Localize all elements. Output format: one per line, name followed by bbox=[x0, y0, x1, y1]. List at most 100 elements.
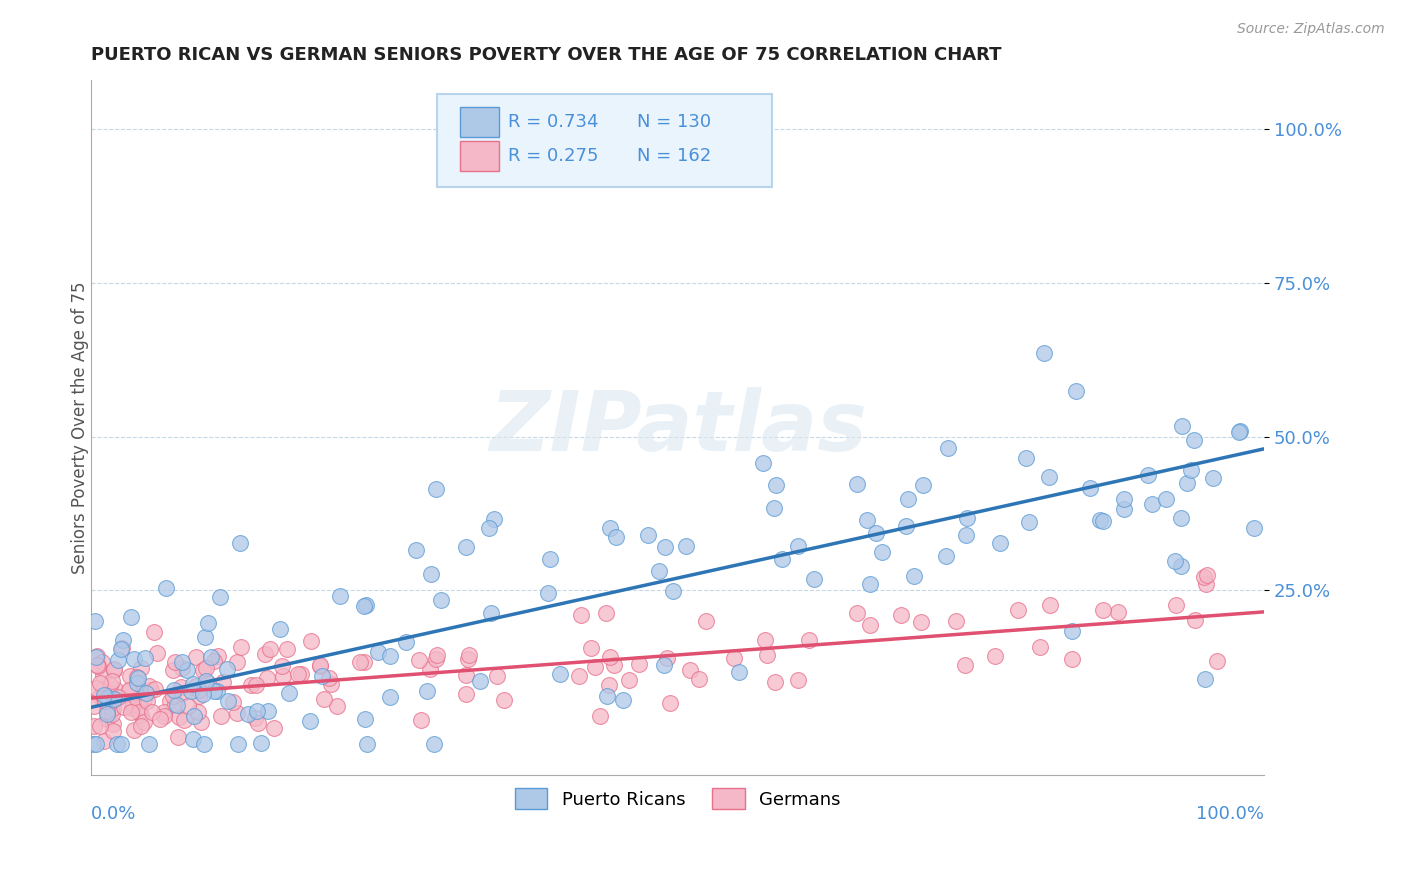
Point bbox=[765, 675, 787, 690]
Point bbox=[1015, 451, 1038, 466]
Point bbox=[138, 679, 160, 693]
Point bbox=[170, 661, 193, 675]
Point bbox=[104, 681, 127, 696]
Point bbox=[132, 715, 155, 730]
Point bbox=[149, 712, 172, 726]
Point bbox=[172, 686, 194, 700]
Point bbox=[138, 737, 160, 751]
Point bbox=[858, 618, 880, 632]
Point bbox=[1112, 501, 1135, 516]
Point bbox=[91, 668, 114, 682]
Point bbox=[1039, 598, 1062, 612]
Point bbox=[155, 581, 177, 595]
Point bbox=[246, 715, 269, 730]
Point bbox=[356, 598, 378, 612]
Point bbox=[378, 690, 401, 704]
Point bbox=[93, 690, 115, 705]
Point bbox=[425, 652, 447, 666]
Point bbox=[1163, 553, 1185, 567]
Point bbox=[135, 686, 157, 700]
Point bbox=[409, 713, 432, 727]
Point bbox=[96, 704, 118, 718]
Point bbox=[243, 710, 266, 724]
Point bbox=[353, 599, 375, 613]
Point bbox=[945, 614, 967, 628]
Point bbox=[143, 681, 166, 696]
Point bbox=[290, 667, 312, 681]
Point bbox=[1170, 558, 1192, 573]
Point bbox=[318, 671, 340, 685]
Point bbox=[225, 655, 247, 669]
Point bbox=[98, 678, 121, 692]
Point bbox=[125, 675, 148, 690]
Point bbox=[101, 693, 124, 707]
Point bbox=[1170, 511, 1192, 525]
Point bbox=[120, 669, 142, 683]
Point bbox=[454, 668, 477, 682]
Point bbox=[276, 641, 298, 656]
Point bbox=[207, 649, 229, 664]
Point bbox=[287, 667, 309, 681]
Point bbox=[83, 699, 105, 714]
Point bbox=[93, 688, 115, 702]
Point bbox=[269, 622, 291, 636]
Point bbox=[197, 676, 219, 690]
Point bbox=[187, 705, 209, 719]
Point bbox=[180, 684, 202, 698]
Point bbox=[89, 719, 111, 733]
Point bbox=[1195, 568, 1218, 582]
Point bbox=[1142, 497, 1164, 511]
Point bbox=[797, 632, 820, 647]
Point bbox=[173, 714, 195, 728]
Text: R = 0.275: R = 0.275 bbox=[508, 147, 598, 165]
Point bbox=[1029, 640, 1052, 654]
Point bbox=[367, 645, 389, 659]
Point bbox=[217, 662, 239, 676]
Point bbox=[96, 706, 118, 721]
Point bbox=[583, 659, 606, 673]
Point bbox=[1202, 471, 1225, 485]
Point bbox=[277, 686, 299, 700]
Point bbox=[143, 624, 166, 639]
Point bbox=[202, 684, 225, 698]
Point bbox=[200, 649, 222, 664]
Point bbox=[103, 692, 125, 706]
Point bbox=[90, 655, 112, 669]
Point bbox=[1194, 577, 1216, 591]
FancyBboxPatch shape bbox=[460, 141, 499, 171]
Point bbox=[1154, 492, 1177, 507]
Point bbox=[652, 657, 675, 672]
Point bbox=[299, 634, 322, 648]
Point bbox=[131, 685, 153, 699]
Point bbox=[84, 649, 107, 664]
Point bbox=[548, 667, 571, 681]
Point bbox=[176, 663, 198, 677]
Point bbox=[380, 649, 402, 664]
Text: ZIPatlas: ZIPatlas bbox=[489, 387, 866, 467]
Point bbox=[162, 663, 184, 677]
Point bbox=[128, 699, 150, 714]
Point bbox=[110, 642, 132, 657]
Point bbox=[183, 708, 205, 723]
Point bbox=[217, 694, 239, 708]
Point bbox=[1192, 570, 1215, 584]
Point bbox=[146, 646, 169, 660]
Point bbox=[648, 564, 671, 578]
Point bbox=[1171, 418, 1194, 433]
Point bbox=[107, 653, 129, 667]
Point bbox=[167, 710, 190, 724]
Point bbox=[568, 669, 591, 683]
Point bbox=[202, 654, 225, 668]
Point bbox=[654, 540, 676, 554]
Point bbox=[97, 691, 120, 706]
Point bbox=[118, 684, 141, 698]
Point bbox=[84, 614, 107, 628]
Point bbox=[1180, 463, 1202, 477]
Point bbox=[101, 692, 124, 706]
Point bbox=[86, 658, 108, 673]
Point bbox=[205, 684, 228, 698]
Point bbox=[84, 681, 107, 696]
Point bbox=[1114, 492, 1136, 507]
Point bbox=[184, 679, 207, 693]
Point bbox=[194, 673, 217, 688]
